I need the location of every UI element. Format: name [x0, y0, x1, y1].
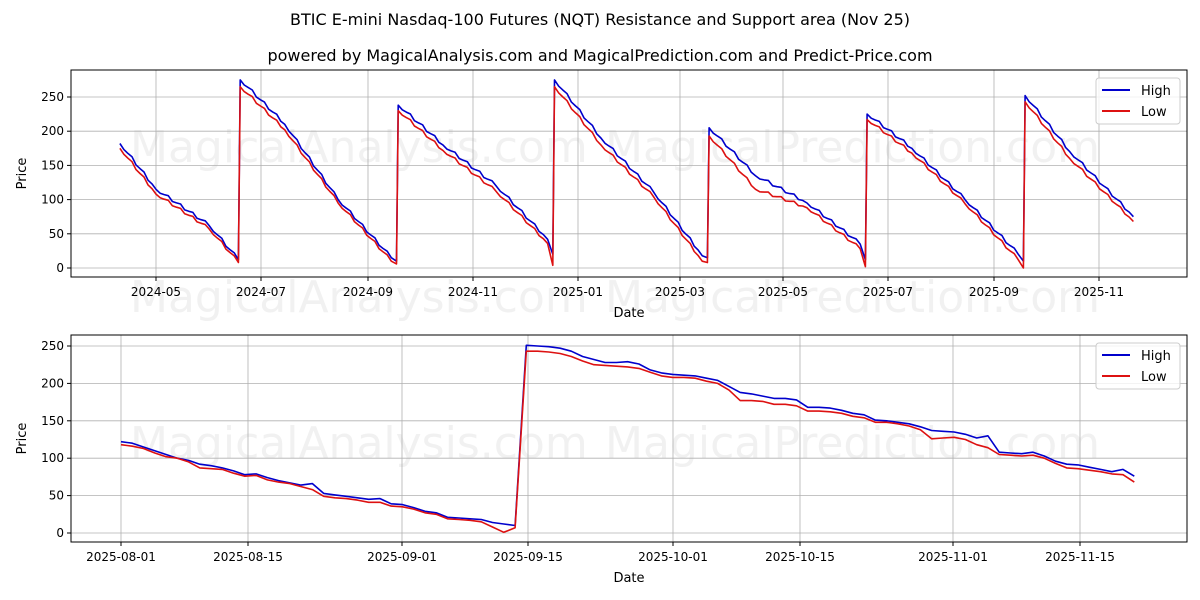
low-series-line	[120, 350, 1135, 534]
x-axis-label: Date	[613, 571, 644, 586]
y-tick-label: 150	[41, 158, 64, 172]
x-tick-label: 2025-07	[863, 285, 913, 299]
y-tick-label: 50	[49, 489, 64, 503]
x-tick-label: 2025-09-01	[367, 550, 437, 564]
x-tick-label: 2025-08-15	[213, 550, 283, 564]
x-tick-label: 2025-10-15	[765, 550, 835, 564]
x-tick-label: 2024-07	[236, 285, 286, 299]
watermark-text: MagicalAnalysis.com	[130, 418, 588, 469]
low-legend-label: Low	[1141, 370, 1167, 385]
x-tick-label: 2025-05	[758, 285, 808, 299]
watermark-group: MagicalAnalysis.com MagicalPrediction.com…	[130, 122, 1100, 323]
watermark-text: MagicalPrediction.com	[605, 272, 1100, 323]
y-tick-label: 200	[41, 376, 64, 390]
recent-chart: MagicalAnalysis.com MagicalPrediction.com…	[15, 334, 1188, 586]
x-tick-label: 2025-11	[1074, 285, 1124, 299]
grid-lines	[71, 335, 1187, 542]
high-series-line	[119, 79, 1134, 263]
y-tick-label: 200	[41, 124, 64, 138]
high-legend-label: High	[1141, 349, 1171, 364]
y-tick-label: 250	[41, 339, 64, 353]
x-tick-label: 2024-09	[343, 285, 393, 299]
x-tick-label: 2025-09-15	[493, 550, 563, 564]
low-legend-label: Low	[1141, 105, 1167, 120]
y-tick-label: 50	[49, 227, 64, 241]
y-tick-label: 250	[41, 90, 64, 104]
y-tick-label: 100	[41, 451, 64, 465]
y-axis-label: Price	[15, 158, 30, 190]
legend: High Low	[1095, 342, 1181, 390]
x-tick-label: 2024-05	[131, 285, 181, 299]
x-tick-label: 2024-11	[448, 285, 498, 299]
legend: High Low	[1095, 77, 1181, 125]
watermark-text: MagicalPrediction.com	[605, 122, 1100, 173]
watermark-text: MagicalAnalysis.com	[130, 272, 588, 323]
full-history-chart: MagicalAnalysis.com MagicalPrediction.com…	[15, 69, 1188, 323]
high-legend-label: High	[1141, 84, 1171, 99]
x-tick-label: 2025-09	[969, 285, 1019, 299]
x-tick-label: 2025-03	[655, 285, 705, 299]
watermark-text: MagicalAnalysis.com	[130, 122, 588, 173]
low-series-line	[119, 85, 1134, 269]
y-tick-label: 150	[41, 414, 64, 428]
y-tick-label: 0	[56, 261, 64, 275]
x-tick-label: 2025-08-01	[86, 550, 156, 564]
watermark-group: MagicalAnalysis.com MagicalPrediction.com	[130, 418, 1100, 469]
y-axis-label: Price	[15, 423, 30, 455]
y-tick-label: 0	[56, 526, 64, 540]
x-tick-label: 2025-11-01	[918, 550, 988, 564]
x-axis-label: Date	[613, 306, 644, 321]
watermark-text: MagicalPrediction.com	[605, 418, 1100, 469]
y-tick-label: 100	[41, 193, 64, 207]
chart-title: BTIC E-mini Nasdaq-100 Futures (NQT) Res…	[290, 10, 910, 29]
axes-frame	[70, 334, 1188, 543]
chart-subtitle: powered by MagicalAnalysis.com and Magic…	[267, 46, 933, 65]
axes-frame	[70, 69, 1188, 278]
x-tick-label: 2025-11-15	[1045, 550, 1115, 564]
x-tick-label: 2025-10-01	[638, 550, 708, 564]
x-tick-label: 2025-01	[553, 285, 603, 299]
